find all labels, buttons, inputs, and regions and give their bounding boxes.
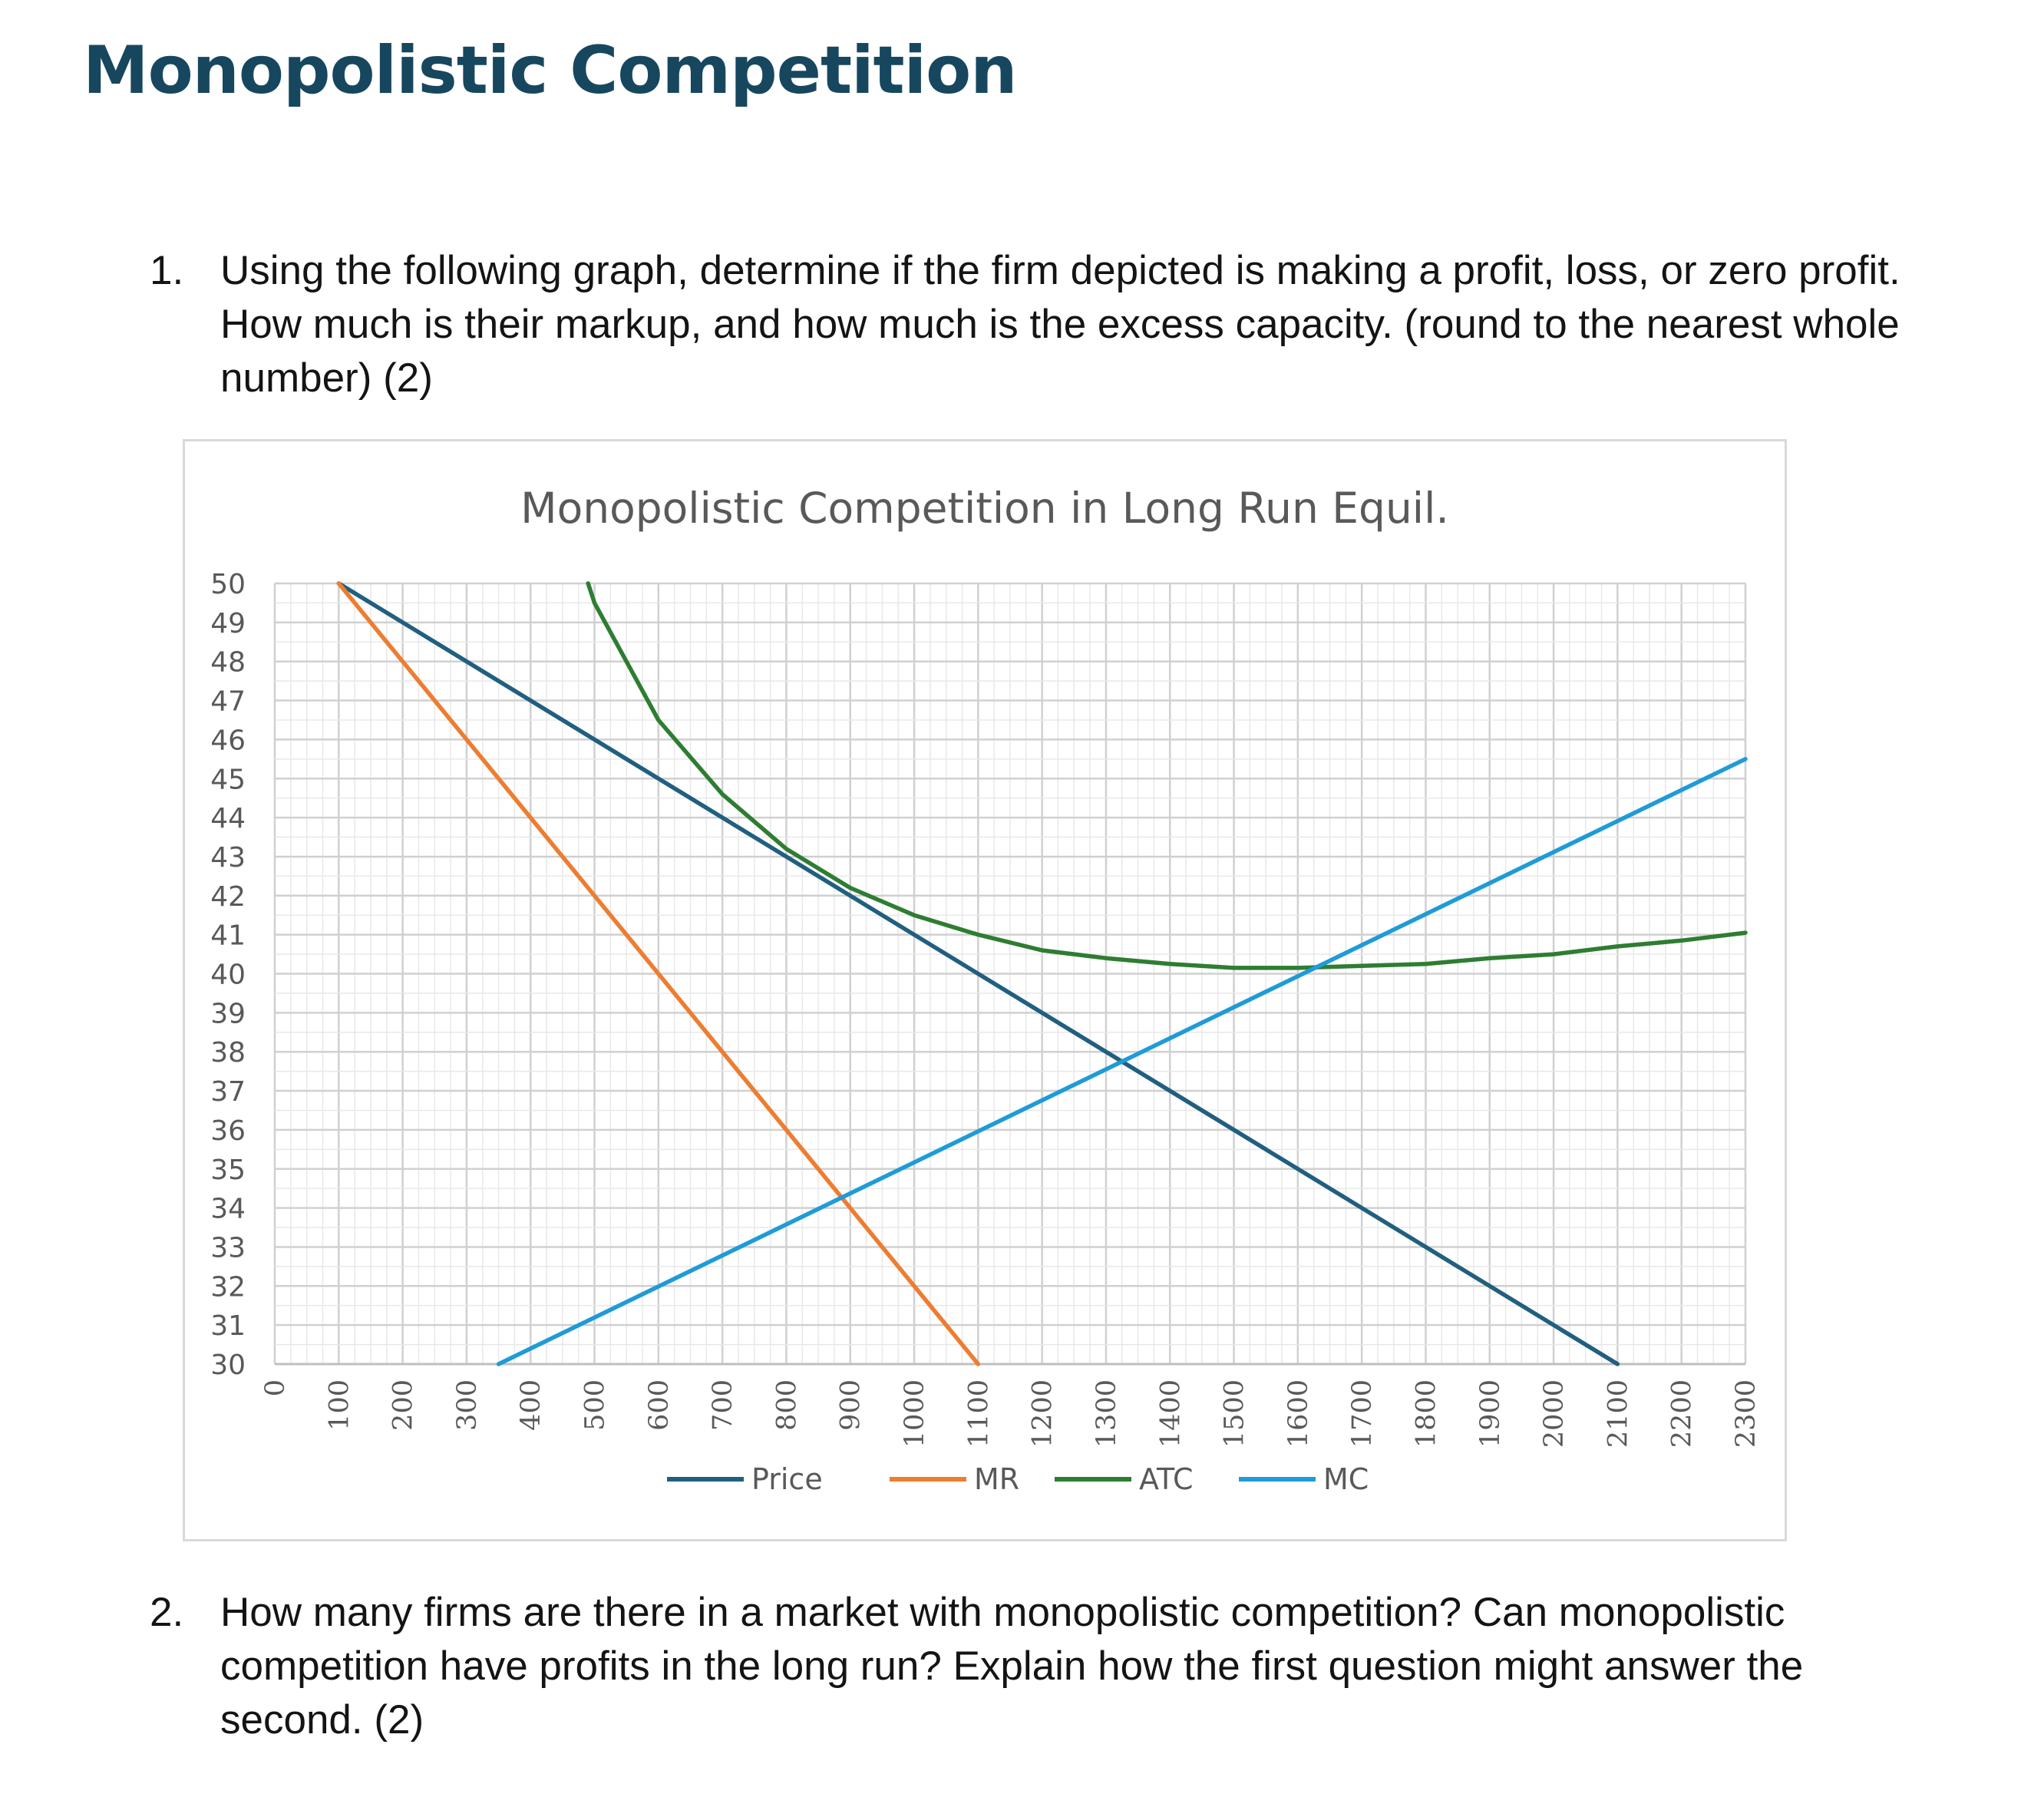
x-tick-label: 500 (580, 1379, 611, 1431)
chart-legend: Price MR ATC MC (667, 1462, 1369, 1496)
x-tick-label: 1400 (1155, 1379, 1186, 1448)
x-tick-label: 1500 (1220, 1379, 1250, 1448)
y-tick-label: 39 (210, 998, 246, 1029)
y-tick-label: 38 (210, 1037, 246, 1069)
x-tick-label: 1700 (1347, 1379, 1378, 1448)
y-tick-label: 47 (210, 686, 246, 718)
series-line-mc (496, 757, 1748, 1366)
legend-label-price: Price (751, 1462, 823, 1496)
y-tick-label: 42 (210, 881, 246, 913)
x-tick-label: 400 (516, 1379, 546, 1431)
y-tick-label: 43 (210, 842, 246, 874)
x-tick-label: 800 (771, 1379, 802, 1431)
series-line-mr (336, 581, 981, 1366)
series-line-price (336, 581, 1620, 1366)
y-tick-label: 48 (210, 647, 246, 679)
x-tick-label: 1200 (1028, 1379, 1058, 1448)
question-1-number: 1. (150, 248, 184, 293)
y-tick-label: 36 (210, 1115, 246, 1147)
series-line-atc (586, 581, 1748, 970)
y-tick-label: 30 (210, 1349, 246, 1381)
legend-label-mr: MR (974, 1462, 1019, 1496)
chart-container: Monopolistic Competition in Long Run Equ… (183, 439, 1787, 1541)
x-tick-label: 600 (644, 1379, 675, 1431)
x-tick-label: 2000 (1539, 1379, 1570, 1448)
x-tick-label: 900 (836, 1379, 867, 1431)
question-2-text: How many firms are there in a market wit… (220, 1590, 1804, 1743)
y-tick-label: 50 (210, 569, 246, 600)
y-tick-label: 41 (210, 920, 246, 952)
y-tick-label: 37 (210, 1076, 246, 1108)
x-tick-label: 1600 (1283, 1379, 1314, 1448)
y-tick-label: 34 (210, 1194, 246, 1225)
legend-label-atc: ATC (1139, 1462, 1194, 1496)
y-tick-label: 44 (210, 803, 246, 834)
chart-series (336, 581, 1748, 1366)
x-tick-label: 1800 (1411, 1379, 1441, 1448)
x-tick-label: 2300 (1731, 1379, 1762, 1448)
x-tick-label: 200 (388, 1379, 419, 1431)
x-tick-label: 1000 (900, 1379, 930, 1448)
page-heading: Monopolistic Competition (83, 32, 1017, 109)
chart: Monopolistic Competition in Long Run Equ… (210, 484, 1762, 1496)
question-2-number: 2. (150, 1590, 184, 1635)
chart-title: Monopolistic Competition in Long Run Equ… (520, 484, 1449, 533)
y-tick-label: 40 (210, 960, 246, 991)
x-tick-label: 2100 (1603, 1379, 1633, 1448)
y-tick-label: 49 (210, 608, 246, 639)
question-1-text: Using the following graph, determine if … (220, 248, 1900, 401)
x-tick-label: 700 (708, 1379, 738, 1431)
chart-axis-labels: 30 31 32 33 34 35 36 37 38 39 40 41 42 43 44 45 46 47 48 49… (210, 569, 1762, 1448)
x-tick-label: 2200 (1667, 1379, 1698, 1448)
y-tick-label: 33 (210, 1232, 246, 1264)
y-tick-label: 35 (210, 1155, 246, 1186)
x-tick-label: 1100 (963, 1379, 994, 1448)
y-tick-label: 32 (210, 1271, 246, 1303)
x-tick-label: 1900 (1475, 1379, 1506, 1448)
x-tick-label: 0 (260, 1379, 291, 1396)
legend-label-mc: MC (1323, 1462, 1369, 1496)
y-tick-label: 31 (210, 1310, 246, 1342)
x-tick-label: 1300 (1091, 1379, 1122, 1448)
x-tick-label: 300 (452, 1379, 483, 1431)
y-tick-label: 45 (210, 764, 246, 795)
chart-grid (273, 582, 1747, 1366)
y-tick-label: 46 (210, 725, 246, 756)
x-tick-label: 100 (324, 1379, 355, 1431)
